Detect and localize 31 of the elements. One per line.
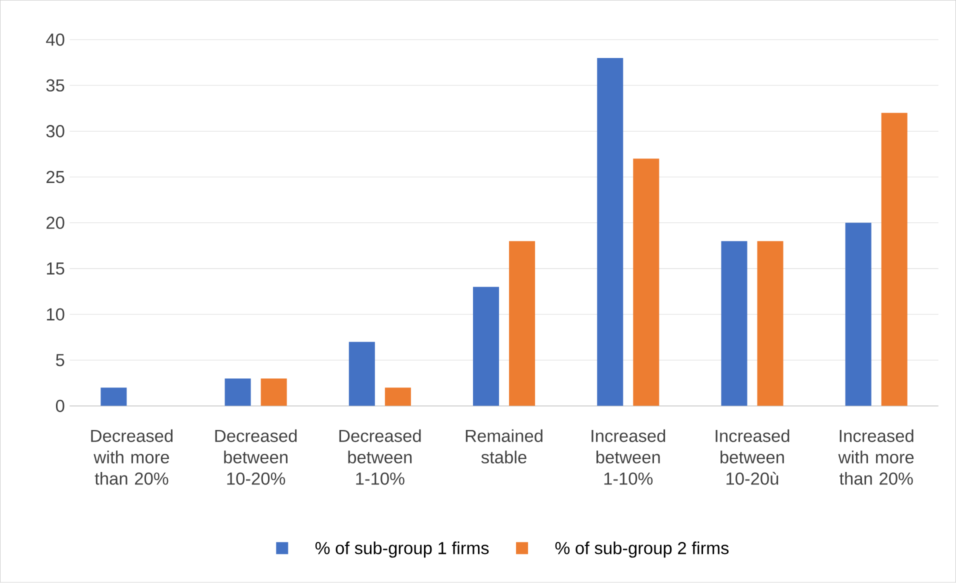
legend-label: % of sub-group 1 firms [315,542,489,558]
y-tick-label: 35 [46,79,64,92]
bar [100,388,127,406]
bar [881,113,908,406]
x-tick-label: Increased with more than 20% [838,429,914,485]
y-tick-label: 25 [46,171,64,184]
y-tick-label: 10 [46,308,64,321]
bar [384,388,411,406]
y-tick-label: 40 [46,34,64,46]
y-tick-label: 5 [56,354,64,366]
x-tick-label: Decreased between 10-20% [215,429,297,485]
bar [473,287,500,406]
bar [260,378,287,406]
y-tick-label: 20 [46,216,64,230]
legend-label: % of sub-group 2 firms [555,542,729,558]
y-tick-label: 30 [46,125,64,138]
x-tick-label: Decreased between 1-10% [339,429,421,485]
bar [224,378,251,406]
y-tick-label: 15 [46,262,64,275]
bar [845,222,872,406]
bar [633,158,660,406]
y-tick-label: 0 [56,400,64,412]
bar [597,58,624,406]
x-tick-label: Increased between 10-20ù [716,429,790,485]
x-tick-label: Increased between 1-10% [592,429,666,485]
x-tick-label: Remained stable [466,429,542,464]
bar [348,342,375,406]
bar [509,241,536,406]
bar [757,241,784,406]
x-tick-label: Decreased with more than 20% [91,429,173,485]
bar [721,241,748,406]
